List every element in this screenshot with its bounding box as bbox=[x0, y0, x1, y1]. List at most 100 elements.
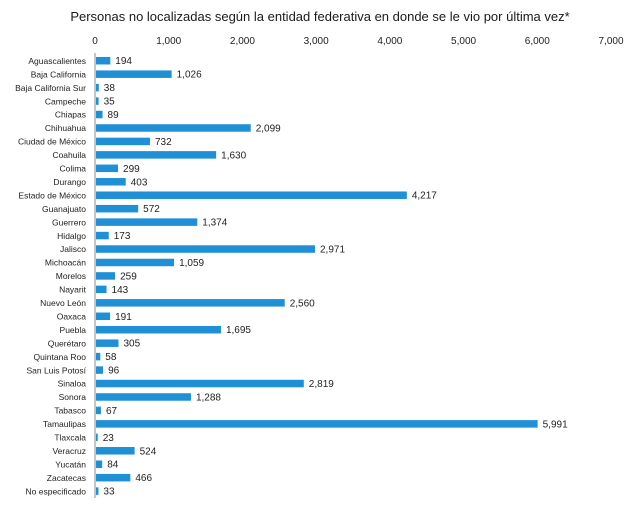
category-label: Querétaro bbox=[48, 338, 87, 348]
bar bbox=[96, 245, 316, 253]
bar bbox=[96, 433, 98, 442]
data-label: 67 bbox=[106, 406, 118, 417]
category-label: Nayarit bbox=[59, 285, 87, 295]
data-label: 33 bbox=[103, 487, 115, 498]
x-tick-label: 0 bbox=[92, 36, 98, 47]
bar bbox=[96, 137, 150, 146]
bar bbox=[96, 325, 221, 334]
data-label: 2,099 bbox=[256, 123, 281, 134]
bar bbox=[96, 312, 111, 321]
category-label: Campeche bbox=[45, 96, 86, 106]
data-label: 732 bbox=[155, 137, 172, 148]
data-label: 299 bbox=[123, 164, 140, 175]
bar bbox=[96, 110, 103, 119]
bar bbox=[96, 379, 304, 388]
data-label: 1,026 bbox=[177, 70, 202, 81]
data-label: 143 bbox=[112, 285, 129, 296]
bar bbox=[96, 151, 217, 159]
category-label: Coahuila bbox=[52, 150, 86, 160]
category-label: Estado de México bbox=[18, 190, 86, 200]
data-label: 23 bbox=[103, 433, 115, 444]
category-label: Baja California Sur bbox=[15, 83, 86, 93]
category-label: Michoacán bbox=[45, 258, 86, 268]
data-label: 2,971 bbox=[320, 245, 345, 256]
category-label: Chiapas bbox=[55, 110, 86, 120]
category-label: Durango bbox=[53, 177, 86, 187]
data-label: 466 bbox=[135, 473, 152, 484]
data-label: 35 bbox=[104, 97, 116, 108]
x-tick-label: 6,000 bbox=[525, 36, 550, 47]
category-label: Quintana Roo bbox=[34, 352, 87, 362]
data-label: 1,374 bbox=[202, 218, 227, 229]
x-tick-label: 2,000 bbox=[230, 36, 255, 47]
category-label: San Luis Potosí bbox=[26, 365, 86, 375]
category-label: Yucatán bbox=[55, 459, 86, 469]
data-label: 191 bbox=[115, 312, 132, 323]
data-label: 403 bbox=[131, 177, 148, 188]
bar bbox=[96, 204, 139, 213]
bar bbox=[96, 258, 175, 267]
category-label: Nuevo León bbox=[40, 298, 86, 308]
bar bbox=[96, 124, 251, 132]
x-tick-label: 5,000 bbox=[451, 36, 476, 47]
data-label: 89 bbox=[108, 110, 120, 121]
category-label: Veracruz bbox=[52, 446, 86, 456]
category-label: Ciudad de México bbox=[18, 137, 86, 147]
category-label: Chihuahua bbox=[45, 123, 86, 133]
data-label: 4,217 bbox=[412, 191, 437, 202]
category-label: Sinaloa bbox=[58, 379, 87, 389]
category-label: Morelos bbox=[56, 271, 86, 281]
category-label: No especificado bbox=[26, 486, 87, 496]
category-label: Puebla bbox=[60, 325, 87, 335]
bar bbox=[96, 460, 103, 468]
x-tick-label: 1,000 bbox=[156, 36, 181, 47]
bar bbox=[96, 339, 119, 347]
data-label: 96 bbox=[108, 366, 120, 377]
bar bbox=[96, 164, 119, 173]
data-label: 1,059 bbox=[179, 258, 204, 269]
bar bbox=[96, 473, 131, 482]
category-label: Jalisco bbox=[60, 244, 86, 254]
category-label: Colima bbox=[60, 164, 87, 174]
category-label: Oaxaca bbox=[57, 311, 87, 321]
data-label: 38 bbox=[104, 83, 116, 94]
bar bbox=[96, 420, 538, 428]
bar bbox=[96, 393, 191, 401]
bar bbox=[96, 56, 111, 65]
bar bbox=[96, 447, 135, 455]
data-label: 259 bbox=[120, 271, 137, 282]
category-label: Guanajuato bbox=[42, 204, 86, 214]
bar bbox=[96, 97, 99, 105]
bar bbox=[96, 285, 107, 294]
data-label: 2,819 bbox=[309, 379, 334, 390]
bar bbox=[96, 70, 172, 78]
category-label: Hidalgo bbox=[57, 231, 86, 241]
category-label: Zacatecas bbox=[47, 473, 86, 483]
data-label: 173 bbox=[114, 231, 131, 242]
bar bbox=[96, 191, 407, 199]
bar bbox=[96, 406, 101, 415]
bar bbox=[96, 218, 198, 226]
x-tick-label: 3,000 bbox=[304, 36, 329, 47]
bar bbox=[96, 83, 99, 92]
data-label: 1,288 bbox=[196, 392, 221, 403]
data-label: 58 bbox=[105, 352, 117, 363]
chart-title: Personas no localizadas según la entidad… bbox=[70, 9, 570, 24]
category-label: Aguascalientes bbox=[28, 56, 86, 66]
data-label: 305 bbox=[123, 339, 140, 350]
bar bbox=[96, 487, 99, 495]
data-label: 1,630 bbox=[221, 150, 246, 161]
data-label: 2,560 bbox=[290, 298, 315, 309]
category-label: Tabasco bbox=[54, 406, 86, 416]
data-label: 84 bbox=[107, 460, 119, 471]
category-label: Tlaxcala bbox=[54, 433, 86, 443]
bar bbox=[96, 272, 116, 280]
category-label: Sonora bbox=[59, 392, 87, 402]
data-label: 524 bbox=[140, 446, 157, 457]
category-label: Tamaulipas bbox=[43, 419, 86, 429]
bar bbox=[96, 178, 126, 186]
category-label: Baja California bbox=[31, 69, 87, 79]
bar bbox=[96, 366, 104, 374]
bar bbox=[96, 299, 285, 307]
